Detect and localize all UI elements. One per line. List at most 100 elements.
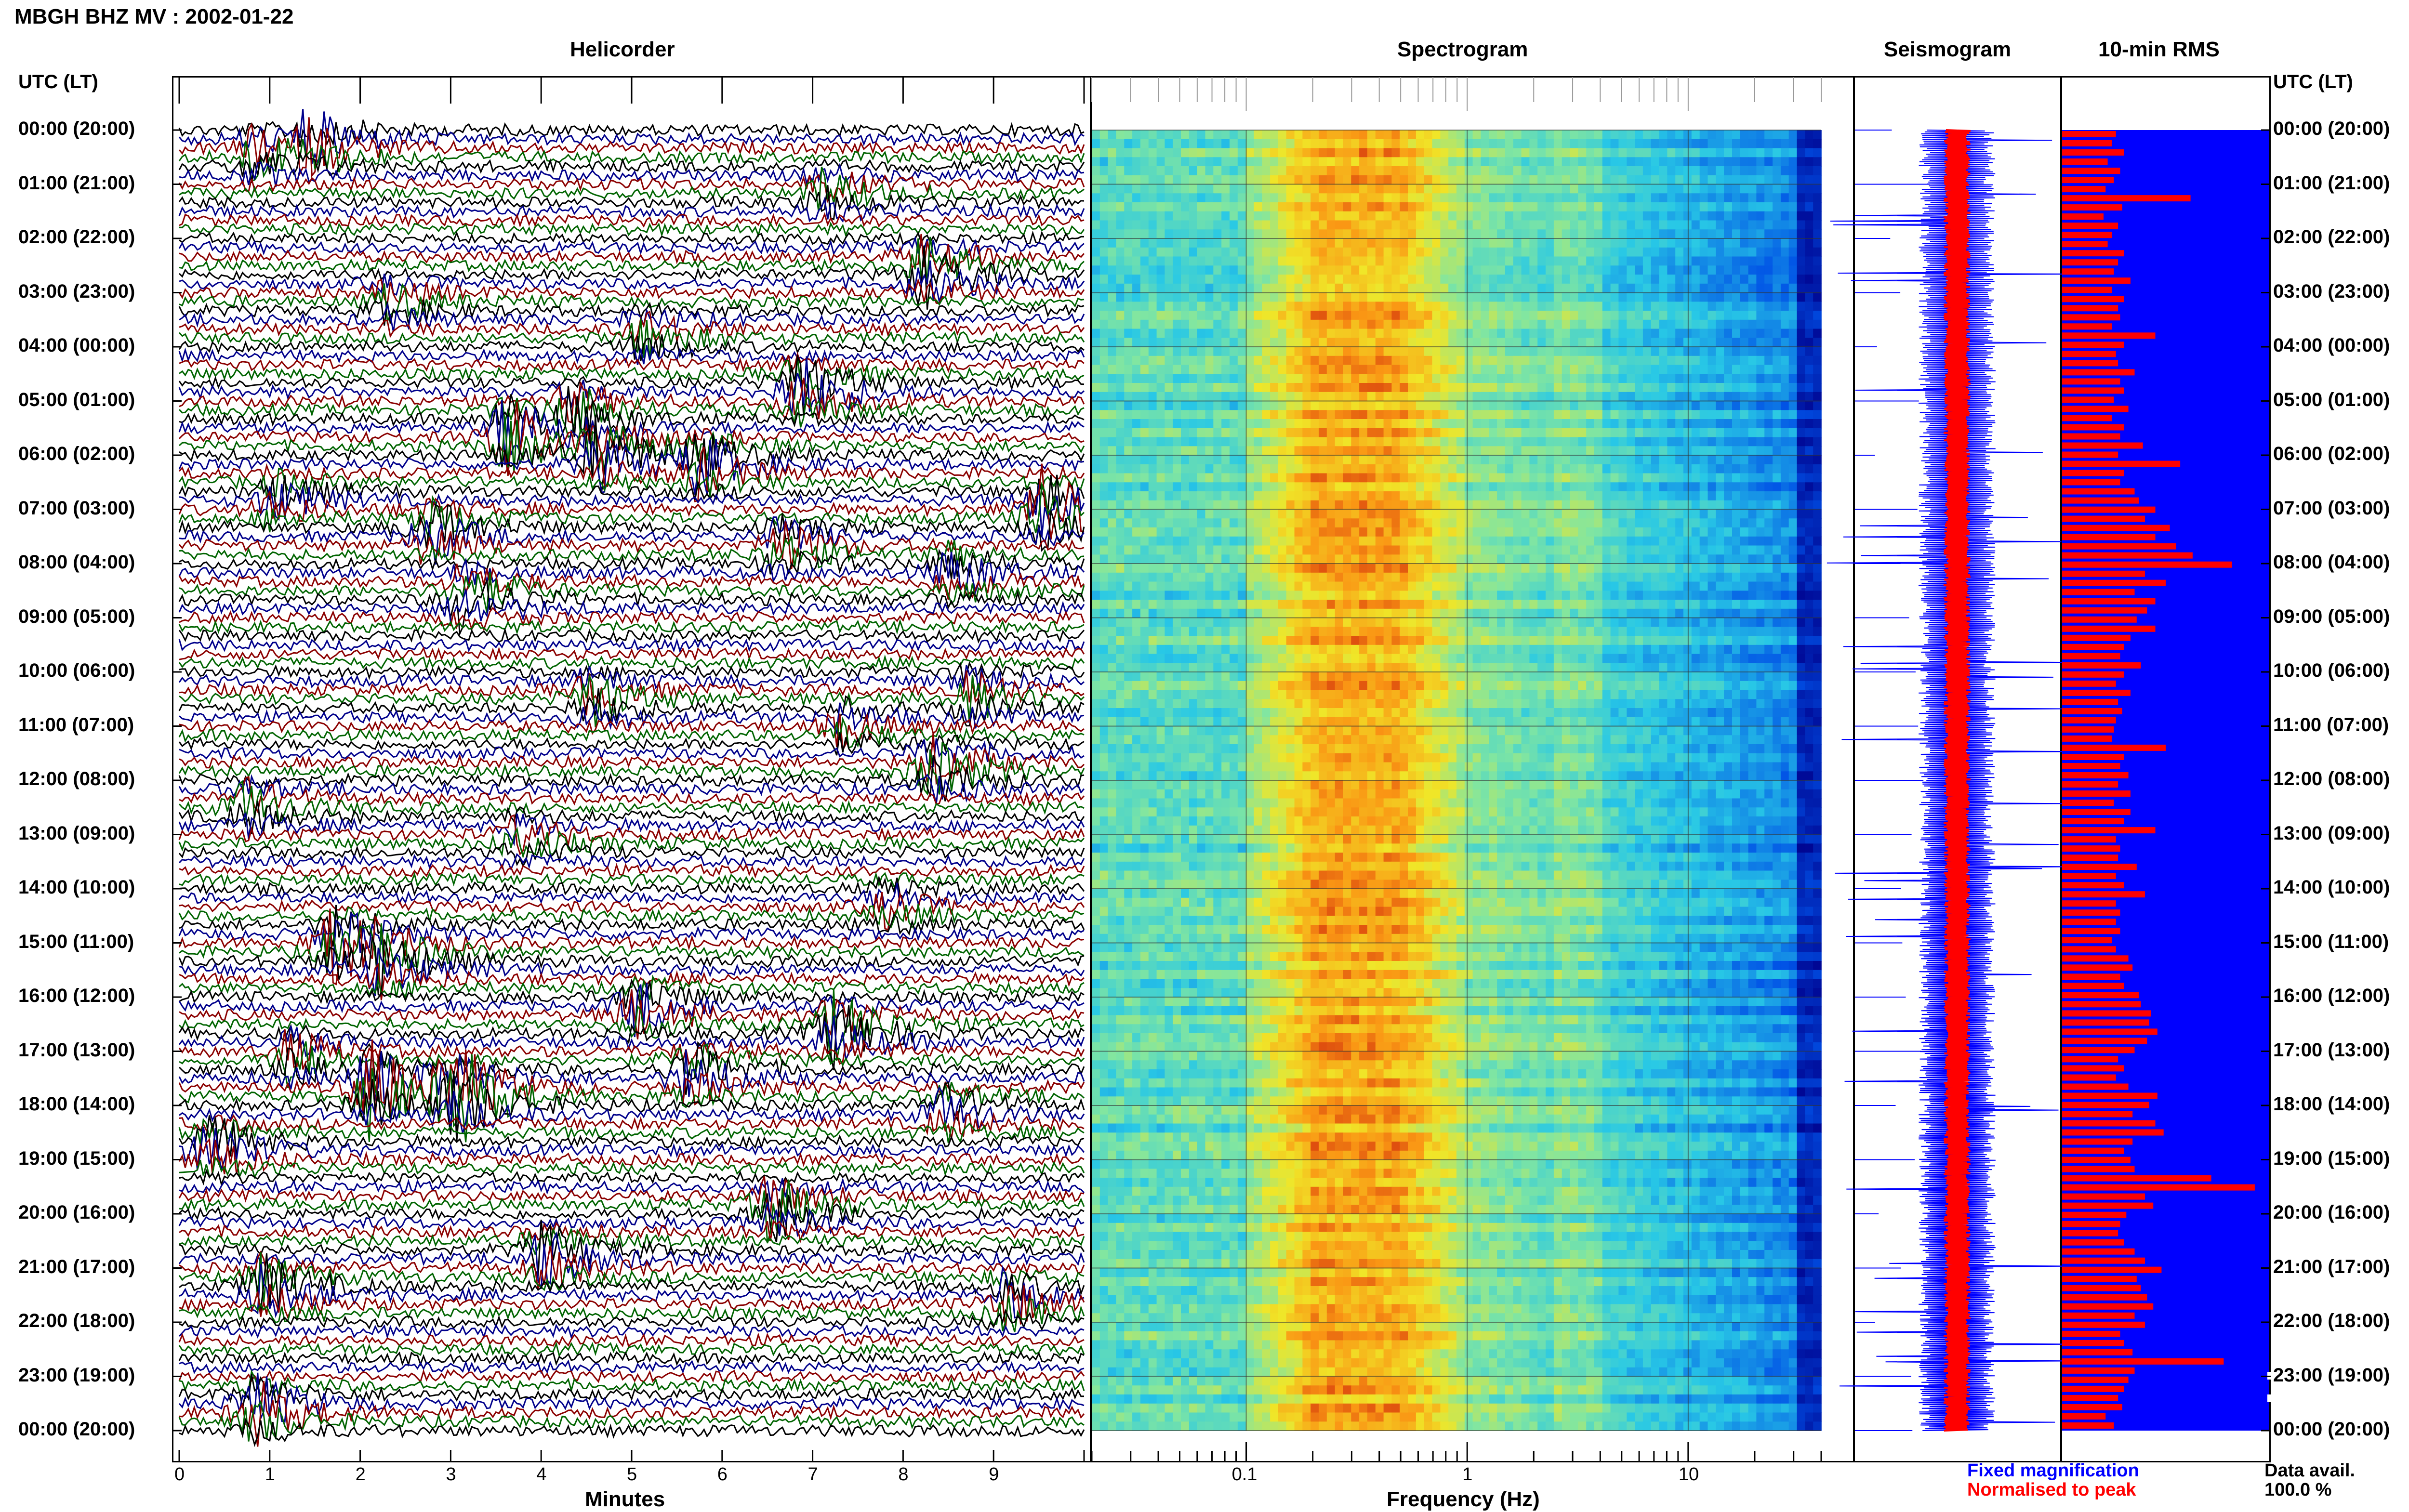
spectrogram-cell bbox=[1092, 581, 1100, 591]
spectrogram-cell bbox=[1432, 401, 1441, 410]
spectrogram-cell bbox=[1286, 554, 1295, 564]
spectrogram-cell bbox=[1343, 545, 1352, 555]
spectrogram-cell bbox=[1254, 608, 1262, 618]
spectrogram-cell bbox=[1132, 319, 1141, 329]
spectrogram-cell bbox=[1497, 581, 1506, 591]
spectrogram-cell bbox=[1618, 220, 1627, 230]
helicorder-trace bbox=[178, 904, 1085, 929]
spectrogram-cell bbox=[1440, 374, 1449, 383]
spectrogram-cell bbox=[1181, 166, 1190, 176]
helicorder-trace bbox=[178, 438, 1085, 495]
spectrogram-cell bbox=[1099, 428, 1109, 438]
spectrogram-cell bbox=[1780, 419, 1789, 429]
spectrogram-cell bbox=[1546, 166, 1554, 176]
spectrogram-cell bbox=[1618, 175, 1627, 185]
spectrogram-cell bbox=[1173, 608, 1181, 618]
spectrogram-cell bbox=[1489, 238, 1497, 248]
spectrogram-cell bbox=[1286, 401, 1295, 410]
spectrogram-cell bbox=[1586, 166, 1595, 176]
spectrogram-cell bbox=[1408, 311, 1416, 320]
spectrogram-cell bbox=[1319, 428, 1327, 438]
spectrogram-cell bbox=[1432, 211, 1441, 221]
spectrogram-cell bbox=[1756, 355, 1765, 366]
spectrogram-cell bbox=[1173, 419, 1181, 429]
spectrogram-cell bbox=[1197, 374, 1206, 383]
spectrogram-cell bbox=[1448, 437, 1457, 447]
spectrogram-cell bbox=[1740, 292, 1749, 302]
spectrogram-cell bbox=[1675, 202, 1684, 212]
spectrogram-cell bbox=[1326, 319, 1336, 329]
spectrogram-cell bbox=[1148, 157, 1157, 167]
spectrogram-cell bbox=[1132, 482, 1141, 492]
spectrogram-cell bbox=[1124, 347, 1133, 356]
spectrogram-cell bbox=[1262, 247, 1271, 257]
spectrogram-cell bbox=[1237, 536, 1246, 546]
spectrogram-cell bbox=[1481, 292, 1490, 302]
spectrogram-cell bbox=[1578, 283, 1587, 293]
spectrogram-cell bbox=[1699, 383, 1708, 393]
spectrogram-cell bbox=[1562, 500, 1571, 510]
spectrogram-cell bbox=[1173, 238, 1181, 248]
spectrogram-cell bbox=[1570, 482, 1579, 492]
spectrogram-cell bbox=[1237, 347, 1246, 356]
spectrogram-cell bbox=[1391, 283, 1400, 293]
spectrogram-cell bbox=[1773, 600, 1781, 609]
spectrogram-cell bbox=[1326, 211, 1336, 221]
spectrogram-cell bbox=[1635, 211, 1643, 221]
spectrogram-cell bbox=[1335, 419, 1344, 429]
spectrogram-cell bbox=[1278, 500, 1287, 510]
spectrogram-cell bbox=[1221, 419, 1230, 429]
spectrogram-cell bbox=[1716, 437, 1724, 447]
spectrogram-cell bbox=[1278, 437, 1287, 447]
spectrogram-cell bbox=[1408, 347, 1416, 356]
spectrogram-cell bbox=[1424, 500, 1433, 510]
spectrogram-cell bbox=[1245, 292, 1255, 302]
spectrogram-cell bbox=[1432, 311, 1441, 320]
spectrogram-cell bbox=[1286, 130, 1295, 140]
spectrogram-cell bbox=[1148, 572, 1157, 582]
spectrogram-cell bbox=[1286, 572, 1295, 582]
spectrogram-cell bbox=[1213, 392, 1222, 402]
spectrogram-cell bbox=[1400, 464, 1408, 474]
spectrogram-cell bbox=[1805, 482, 1813, 492]
spectrogram-cell bbox=[1367, 564, 1376, 573]
spectrogram-cell bbox=[1440, 202, 1449, 212]
spectrogram-cell bbox=[1675, 319, 1684, 329]
spectrogram-cell bbox=[1740, 527, 1749, 537]
spectrogram-cell bbox=[1594, 148, 1603, 158]
spectrogram-cell bbox=[1505, 401, 1514, 410]
spectrogram-cell bbox=[1254, 311, 1262, 320]
spectrogram-cell bbox=[1326, 275, 1336, 284]
spectrogram-cell bbox=[1618, 600, 1627, 609]
helicorder-trace bbox=[178, 461, 1085, 498]
spectrogram-cell bbox=[1472, 202, 1482, 212]
spectrogram-cell bbox=[1294, 166, 1303, 176]
spectrogram-cell bbox=[1732, 148, 1741, 158]
spectrogram-cell bbox=[1335, 283, 1344, 293]
spectrogram-cell bbox=[1788, 383, 1798, 393]
spectrogram-cell bbox=[1748, 428, 1757, 438]
spectrogram-cell bbox=[1635, 175, 1643, 185]
spectrogram-cell bbox=[1432, 338, 1441, 347]
helicorder-trace bbox=[178, 839, 1085, 868]
spectrogram-cell bbox=[1610, 446, 1619, 456]
spectrogram-cell bbox=[1221, 491, 1230, 501]
spectrogram-cell bbox=[1383, 311, 1392, 320]
spectrogram-cell bbox=[1578, 311, 1587, 320]
spectrogram-cell bbox=[1667, 428, 1676, 438]
spectrogram-cell bbox=[1173, 166, 1181, 176]
spectrogram-cell bbox=[1108, 157, 1117, 167]
helicorder-trace bbox=[179, 536, 1085, 571]
spectrogram-cell bbox=[1586, 383, 1595, 393]
spectrogram-cell bbox=[1732, 347, 1741, 356]
spectrogram-cell bbox=[1262, 383, 1271, 393]
spectrogram-cell bbox=[1213, 184, 1222, 194]
spectrogram-cell bbox=[1124, 383, 1133, 393]
spectrogram-cell bbox=[1408, 554, 1416, 564]
spectrogram-cell bbox=[1675, 130, 1684, 140]
spectrogram-cell bbox=[1659, 193, 1668, 203]
spectrogram-cell bbox=[1610, 572, 1619, 582]
spectrogram-cell bbox=[1359, 256, 1368, 266]
spectrogram-cell bbox=[1764, 265, 1773, 275]
spectrogram-cell bbox=[1586, 419, 1595, 429]
